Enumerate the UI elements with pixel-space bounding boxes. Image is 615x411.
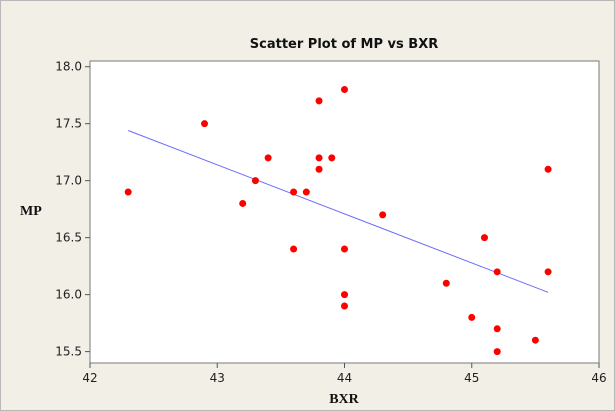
data-point bbox=[341, 245, 348, 253]
data-point bbox=[480, 234, 488, 242]
data-point bbox=[544, 268, 552, 276]
x-axis-ticks: 42 43 44 45 46 bbox=[82, 363, 607, 385]
y-tick-label: 17.0 bbox=[55, 174, 82, 188]
data-points bbox=[124, 85, 552, 356]
data-point bbox=[544, 165, 552, 173]
y-axis-label: MP bbox=[20, 204, 42, 219]
data-point bbox=[315, 165, 323, 173]
data-point bbox=[251, 177, 259, 185]
x-tick-label: 43 bbox=[210, 371, 225, 385]
x-tick-label: 45 bbox=[464, 371, 479, 385]
data-point bbox=[290, 188, 298, 196]
data-point bbox=[493, 268, 501, 276]
data-point bbox=[328, 154, 336, 162]
x-axis-label: BXR bbox=[329, 392, 359, 407]
data-point bbox=[201, 120, 209, 128]
data-point bbox=[341, 85, 348, 93]
data-point bbox=[379, 211, 387, 219]
data-point bbox=[341, 302, 348, 310]
data-point bbox=[264, 154, 272, 162]
y-tick-label: 16.5 bbox=[55, 231, 82, 245]
trendline bbox=[127, 130, 549, 293]
data-point bbox=[302, 188, 310, 196]
data-point bbox=[315, 154, 323, 162]
chart-title: Scatter Plot of MP vs BXR bbox=[250, 37, 438, 52]
data-point bbox=[531, 336, 539, 344]
y-tick-label: 16.0 bbox=[55, 288, 82, 302]
data-point bbox=[442, 279, 450, 287]
data-point bbox=[468, 313, 476, 321]
plot-area bbox=[89, 60, 600, 364]
data-point bbox=[493, 325, 501, 333]
data-point bbox=[239, 199, 247, 207]
y-axis-ticks: 15.5 16.0 16.5 17.0 17.5 18.0 bbox=[55, 60, 90, 359]
data-point bbox=[290, 245, 298, 253]
x-tick-label: 44 bbox=[337, 371, 352, 385]
data-point bbox=[124, 188, 132, 196]
x-tick-label: 46 bbox=[591, 371, 606, 385]
y-tick-label: 15.5 bbox=[55, 345, 82, 359]
y-tick-label: 17.5 bbox=[55, 117, 82, 131]
data-point bbox=[341, 291, 348, 299]
data-point bbox=[493, 348, 501, 356]
data-point bbox=[315, 97, 323, 105]
y-tick-label: 18.0 bbox=[55, 60, 82, 74]
x-tick-label: 42 bbox=[82, 371, 97, 385]
